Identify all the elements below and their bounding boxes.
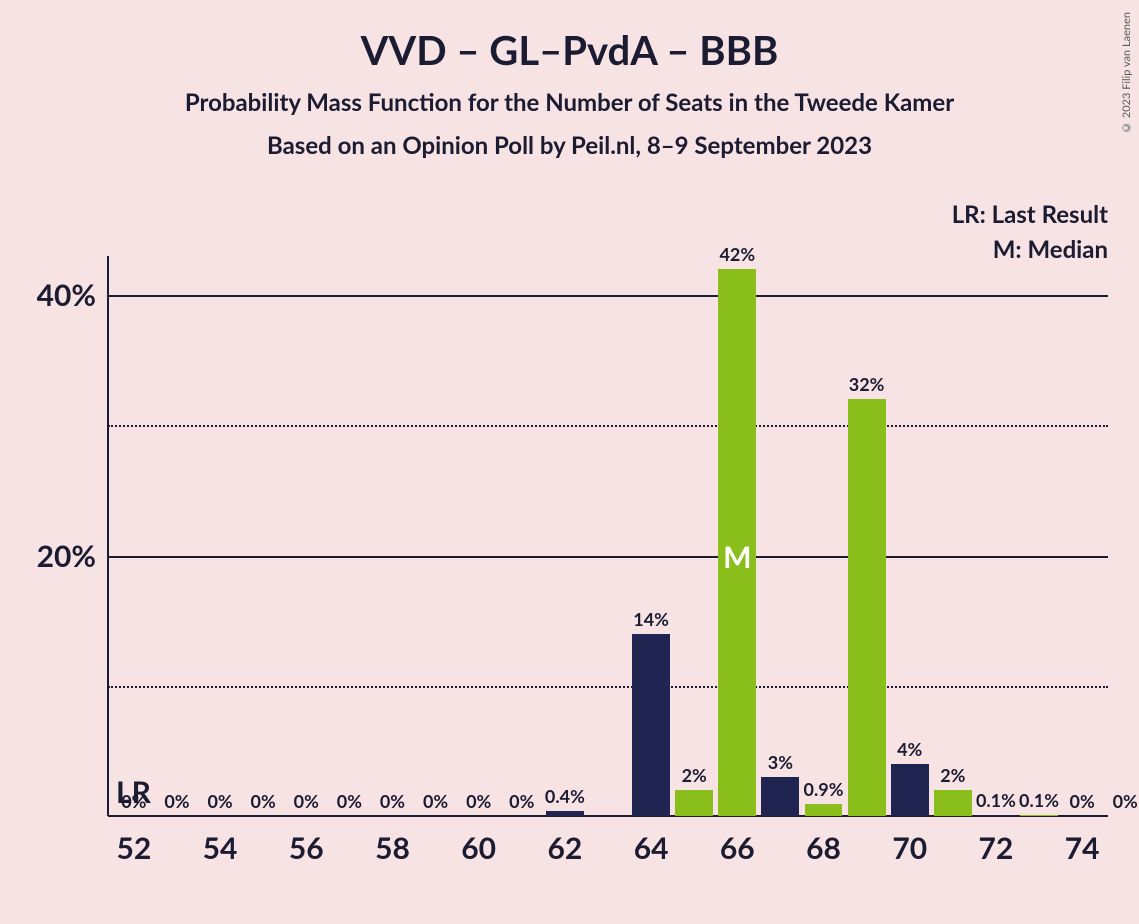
y-axis-line xyxy=(107,256,109,816)
chart-area: LR: Last Result M: Median 20%40%52545658… xyxy=(108,256,1108,816)
bar-value-label: 0.1% xyxy=(976,789,1016,815)
bar-value-label: 2% xyxy=(940,764,965,790)
x-axis-label: 56 xyxy=(289,816,324,866)
bar: 3% xyxy=(761,777,799,816)
bar: 42%M xyxy=(718,269,756,816)
gridline-major xyxy=(108,295,1108,297)
y-axis-label: 20% xyxy=(37,538,108,574)
gridline-minor xyxy=(108,425,1108,427)
x-axis-label: 52 xyxy=(116,816,151,866)
x-axis-label: 60 xyxy=(461,816,496,866)
lr-marker: LR xyxy=(116,774,151,810)
gridline-minor xyxy=(108,686,1108,688)
bar-value-label: 0% xyxy=(294,790,319,816)
bar: 14% xyxy=(632,634,670,816)
bar-value-label: 0.9% xyxy=(804,778,844,804)
chart-subtitle-2: Based on an Opinion Poll by Peil.nl, 8–9… xyxy=(0,131,1139,160)
legend-lr: LR: Last Result xyxy=(952,200,1108,229)
bar: 0.1% xyxy=(1020,815,1058,816)
x-axis-label: 64 xyxy=(634,816,669,866)
x-axis-label: 72 xyxy=(979,816,1014,866)
bar-value-label: 4% xyxy=(897,738,922,764)
bar-value-label: 3% xyxy=(768,751,793,777)
x-axis-label: 54 xyxy=(203,816,238,866)
bar-value-label: 0% xyxy=(337,790,362,816)
chart-title: VVD – GL–PvdA – BBB xyxy=(0,26,1139,74)
bar-value-label: 0.1% xyxy=(1019,789,1059,815)
x-axis-label: 66 xyxy=(720,816,755,866)
bar-value-label: 0% xyxy=(207,790,232,816)
bar-value-label: 32% xyxy=(849,373,885,399)
bar-value-label: 2% xyxy=(682,764,707,790)
x-axis-label: 62 xyxy=(547,816,582,866)
plot-area: 20%40%5254565860626466687072740%0%0%0%0%… xyxy=(108,256,1108,816)
chart-titles: VVD – GL–PvdA – BBB Probability Mass Fun… xyxy=(0,0,1139,160)
bar-value-label: 42% xyxy=(719,243,755,269)
gridline-major xyxy=(108,556,1108,558)
bar-value-label: 0% xyxy=(380,790,405,816)
bar: 0.4% xyxy=(546,811,584,816)
bar-value-label: 0% xyxy=(1070,790,1095,816)
bar-value-label: 0.4% xyxy=(545,785,585,811)
bar: 0.9% xyxy=(805,804,843,816)
bar: 4% xyxy=(891,764,929,816)
bar: 32% xyxy=(848,399,886,816)
bar-value-label: 0% xyxy=(466,790,491,816)
chart-subtitle-1: Probability Mass Function for the Number… xyxy=(0,88,1139,117)
y-axis-label: 40% xyxy=(37,277,108,313)
bar-value-label: 0% xyxy=(509,790,534,816)
x-axis-label: 68 xyxy=(806,816,841,866)
bar-value-label: 14% xyxy=(633,608,669,634)
bar: 2% xyxy=(675,790,713,816)
chart-legend: LR: Last Result M: Median xyxy=(952,200,1108,264)
x-axis-label: 74 xyxy=(1065,816,1100,866)
bar-value-label: 0% xyxy=(251,790,276,816)
bar-value-label: 0% xyxy=(1113,790,1138,816)
bar: 2% xyxy=(934,790,972,816)
median-marker: M xyxy=(723,539,751,575)
bar: 0.1% xyxy=(977,815,1015,816)
bar-value-label: 0% xyxy=(423,790,448,816)
copyright-text: © 2023 Filip van Laenen xyxy=(1120,12,1133,134)
x-axis-label: 70 xyxy=(892,816,927,866)
x-axis-label: 58 xyxy=(375,816,410,866)
bar-value-label: 0% xyxy=(164,790,189,816)
